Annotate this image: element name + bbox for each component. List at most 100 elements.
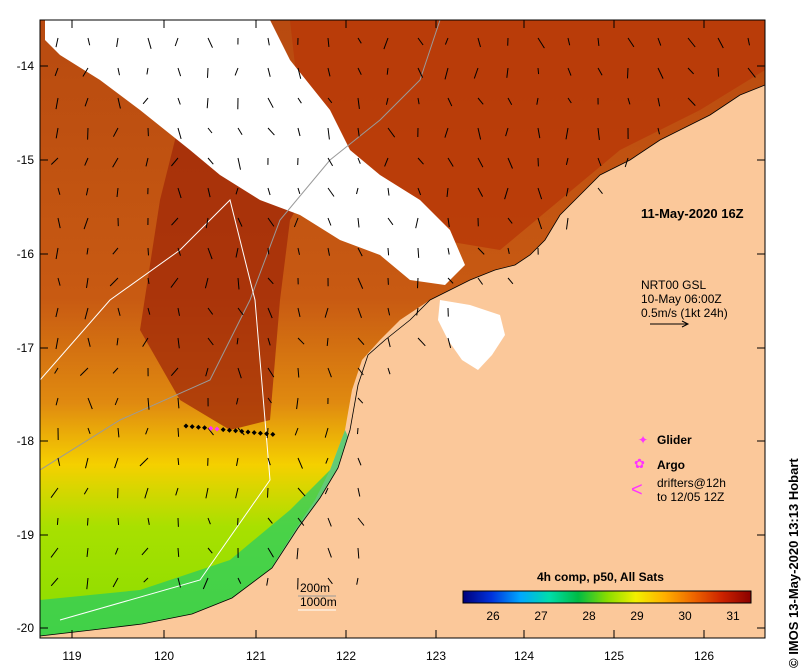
current-vector xyxy=(236,457,239,466)
glider-position xyxy=(208,425,214,431)
current-vector xyxy=(109,277,119,287)
current-vector xyxy=(147,37,152,49)
current-vector xyxy=(627,37,635,48)
current-vector xyxy=(177,67,182,77)
current-vector xyxy=(447,157,454,167)
isobath-1000m-label: 1000m xyxy=(300,595,337,609)
current-vector xyxy=(144,487,149,499)
current-vector xyxy=(177,337,180,349)
current-vector xyxy=(597,157,602,167)
current-vector xyxy=(267,457,271,466)
current-vector xyxy=(236,337,239,345)
current-vector xyxy=(537,37,545,49)
current-vector xyxy=(114,397,119,406)
current-vector xyxy=(444,127,449,138)
current-vector xyxy=(297,457,303,469)
current-vector xyxy=(237,277,240,290)
current-vector xyxy=(267,277,274,285)
current-vector xyxy=(417,157,424,165)
current-vector xyxy=(86,577,89,590)
argo-legend-symbol: ✿ xyxy=(634,456,645,471)
current-vector xyxy=(357,37,362,44)
current-vector xyxy=(234,67,239,76)
current-vector xyxy=(55,127,59,139)
current-vector xyxy=(717,37,724,49)
current-vector xyxy=(507,217,513,224)
current-vector xyxy=(84,157,89,166)
current-vector xyxy=(297,337,305,345)
current-vector xyxy=(54,367,59,374)
current-vector xyxy=(207,67,209,78)
current-vector xyxy=(207,517,211,525)
current-vector xyxy=(417,67,424,78)
current-vector xyxy=(237,307,244,316)
current-vector xyxy=(297,187,301,195)
current-vector xyxy=(207,247,213,260)
current-vector xyxy=(85,457,89,469)
current-vector xyxy=(417,37,424,46)
current-vector xyxy=(147,397,150,410)
current-vector xyxy=(207,157,214,165)
current-vector xyxy=(54,67,59,77)
current-vector xyxy=(747,67,756,78)
glider-position xyxy=(245,429,251,435)
current-vector xyxy=(294,427,299,436)
current-vector xyxy=(296,397,299,410)
current-vector xyxy=(357,427,359,435)
current-vector xyxy=(657,97,661,107)
current-vector xyxy=(171,217,179,226)
y-tick-label: -18 xyxy=(17,434,35,448)
current-vector xyxy=(117,517,120,526)
current-vector xyxy=(477,97,484,105)
colorbar xyxy=(462,590,752,604)
current-vector xyxy=(57,457,61,466)
current-vector xyxy=(477,247,485,255)
current-vector xyxy=(356,187,359,195)
current-vector xyxy=(327,187,335,197)
current-vector xyxy=(297,97,302,104)
current-info-line3: 0.5m/s (1kt 24h) xyxy=(641,306,728,320)
current-vector xyxy=(387,307,391,316)
current-vector xyxy=(147,307,151,315)
x-tick-label: 119 xyxy=(62,649,81,663)
glider-position xyxy=(239,428,245,434)
current-vector xyxy=(85,187,89,196)
isobath-200m-label: 200m xyxy=(300,581,331,595)
colorbar-title: 4h comp, p50, All Sats xyxy=(537,570,664,584)
current-vector xyxy=(324,427,329,438)
current-vector xyxy=(147,277,150,284)
current-vector xyxy=(297,247,300,255)
current-vector xyxy=(177,97,181,105)
current-vectors xyxy=(50,37,756,590)
current-vector xyxy=(417,187,422,196)
current-vector xyxy=(357,337,365,346)
current-vector xyxy=(86,247,89,255)
current-vector xyxy=(117,67,120,76)
current-vector xyxy=(357,457,362,466)
current-vector xyxy=(204,277,209,289)
current-vector xyxy=(327,37,330,47)
imos-credit: © IMOS 13-May-2020 13:13 Hobart xyxy=(786,458,801,668)
y-tick-label: -20 xyxy=(17,621,35,635)
current-vector xyxy=(657,127,660,135)
current-vector xyxy=(142,97,149,105)
current-vector xyxy=(145,427,149,435)
current-vector xyxy=(57,187,61,195)
current-vector xyxy=(235,187,239,195)
current-vector xyxy=(627,97,631,105)
current-vector xyxy=(170,277,179,288)
current-vector xyxy=(207,37,213,48)
current-vector xyxy=(627,67,629,79)
current-vector xyxy=(236,397,239,405)
current-vector xyxy=(112,127,119,137)
current-vector xyxy=(537,217,543,230)
current-vector xyxy=(50,157,59,165)
current-vector xyxy=(84,97,89,107)
isobath-1000m xyxy=(40,199,271,621)
current-vector xyxy=(267,547,274,558)
king-sound xyxy=(438,300,505,370)
current-vector xyxy=(57,217,61,229)
current-vector xyxy=(83,487,89,495)
current-vector xyxy=(357,367,364,376)
current-vector xyxy=(597,37,600,46)
